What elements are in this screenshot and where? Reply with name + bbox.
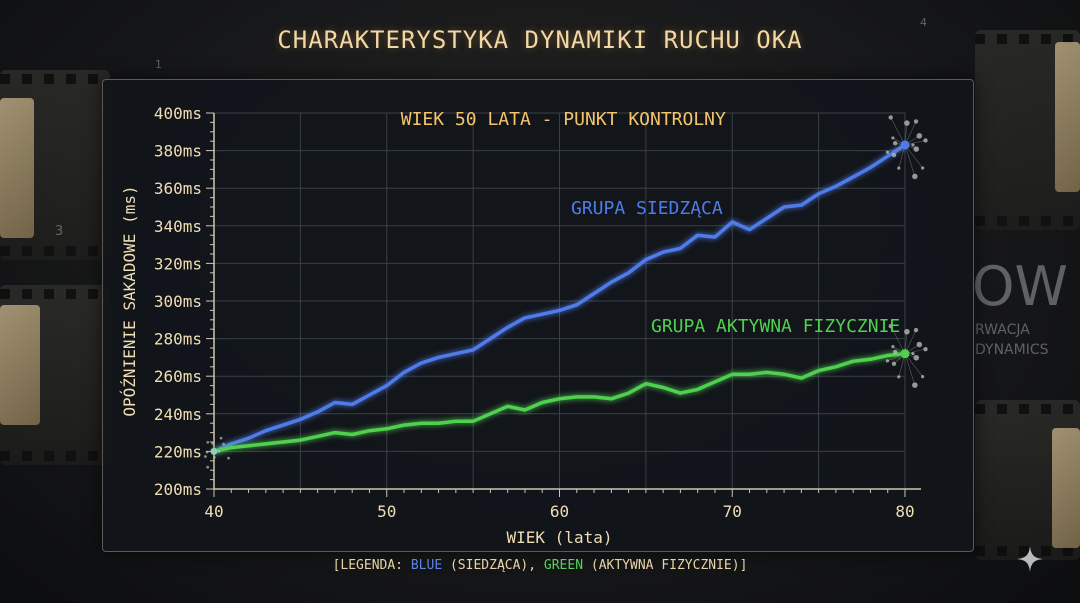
x-tick-label: 70 — [723, 502, 742, 521]
network-node — [891, 152, 897, 158]
network-node — [892, 349, 898, 355]
network-node — [892, 141, 898, 146]
x-tick-label: 40 — [204, 502, 223, 521]
network-node — [923, 346, 928, 352]
series-line — [213, 351, 906, 454]
sparkle-icon — [1017, 546, 1043, 572]
network-node — [921, 375, 925, 379]
chart-panel: 200ms 220ms 240ms 260ms 280ms 300ms 320ms 340ms… — [102, 79, 974, 552]
y-tick-label: 340ms — [154, 217, 202, 236]
network-node — [911, 143, 915, 147]
network-node — [913, 354, 920, 361]
series-end-point — [900, 140, 910, 150]
network-link — [904, 144, 916, 177]
network-node — [219, 436, 223, 440]
network-node — [897, 166, 901, 170]
network-node — [227, 456, 230, 460]
network-node — [923, 138, 928, 143]
network-node — [911, 352, 915, 356]
legend-caption: [LEGENDA: BLUE (SIEDZĄCA), GREEN (AKTYWN… — [0, 558, 1080, 573]
y-tick-label: 260ms — [154, 367, 202, 386]
network-node — [217, 450, 221, 453]
x-tick-label: 60 — [550, 502, 569, 521]
y-tick-label: 280ms — [154, 330, 202, 349]
series-end-point — [900, 349, 910, 359]
series-label: GRUPA SIEDZĄCA — [571, 198, 723, 219]
x-tick-label: 80 — [895, 502, 914, 521]
background-photo-right — [1055, 42, 1080, 192]
legend-green-desc: (AKTYWNA FIZYCZNIE)] — [583, 558, 748, 573]
legend-blue-desc: (SIEDZĄCA), — [442, 558, 544, 573]
background-ghost-text-line2: DYNAMICS — [975, 342, 1049, 358]
network-link — [904, 144, 923, 169]
background-photo-right-lower — [1052, 428, 1080, 548]
network-link — [890, 117, 906, 146]
network-node — [206, 440, 210, 444]
network-node — [204, 455, 207, 458]
legend-blue-key: BLUE — [410, 558, 443, 573]
legend-prefix: [LEGENDA: — [332, 558, 411, 573]
y-tick-label: 380ms — [154, 142, 202, 161]
network-node — [885, 359, 890, 363]
network-node — [913, 327, 919, 333]
background-ghost-text-big: OW — [972, 255, 1068, 318]
network-node — [222, 442, 225, 446]
network-node — [912, 382, 918, 388]
network-node — [206, 465, 210, 469]
network-node — [916, 341, 923, 348]
y-tick-label: 360ms — [154, 179, 202, 198]
network-node — [888, 115, 893, 120]
series-start-point — [210, 447, 218, 455]
network-node — [916, 133, 923, 139]
network-node — [904, 120, 910, 126]
y-tick-label: 300ms — [154, 292, 202, 311]
network-node — [211, 442, 215, 445]
y-tick-label: 240ms — [154, 405, 202, 424]
network-link — [890, 325, 906, 354]
background-film-number: 1 — [155, 58, 162, 71]
background-film-number: 4 — [920, 16, 927, 29]
network-node — [212, 455, 216, 459]
line-chart: 200ms 220ms 240ms 260ms 280ms 300ms 320ms 340ms… — [120, 104, 928, 547]
network-node — [913, 119, 919, 124]
series-label: GRUPA AKTYWNA FIZYCZNIE — [651, 316, 900, 337]
network-node — [891, 136, 895, 140]
background-photo-left-lower — [0, 305, 40, 425]
y-tick-label: 220ms — [154, 442, 202, 461]
background-photo-left — [0, 98, 34, 238]
series-line — [213, 143, 906, 454]
background-ghost-text-line1: RWACJA — [975, 322, 1030, 338]
y-tick-label: 320ms — [154, 254, 202, 273]
chart-title: CHARAKTERYSTYKA DYNAMIKI RUCHU OKA — [277, 26, 803, 54]
network-node — [912, 173, 918, 180]
network-node — [205, 450, 209, 454]
y-axis-label: OPÓŹNIENIE SAKADOWE (ms) — [120, 185, 139, 416]
y-tick-label: 200ms — [154, 480, 202, 499]
checkpoint-label: WIEK 50 LATA - PUNKT KONTROLNY — [401, 109, 726, 130]
background-film-number: 3 — [55, 224, 64, 239]
network-node — [885, 150, 890, 154]
network-node — [888, 323, 893, 329]
legend-green-key: GREEN — [543, 558, 584, 573]
network-node — [913, 146, 920, 152]
y-tick-label: 400ms — [154, 104, 202, 123]
network-node — [891, 361, 897, 366]
x-tick-label: 50 — [377, 502, 396, 521]
network-node — [904, 328, 910, 335]
network-node — [891, 345, 895, 349]
network-node — [897, 375, 901, 379]
x-axis-label: WIEK (lata) — [507, 528, 613, 547]
network-node — [921, 166, 925, 170]
network-link — [904, 353, 923, 377]
network-link — [904, 353, 916, 386]
